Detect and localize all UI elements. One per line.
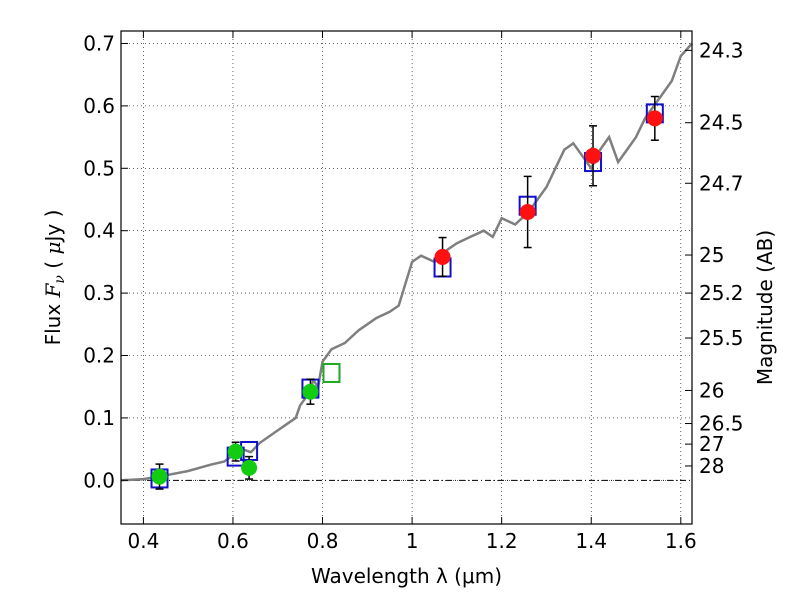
y-tick-label: 0.2 — [83, 344, 115, 368]
data-marks — [150, 95, 664, 490]
x-tick-label: 1.4 — [575, 529, 607, 553]
data-point — [227, 443, 244, 460]
x-tick-label: 1 — [406, 529, 419, 553]
model-spectrum-line — [120, 42, 693, 482]
y-axis-label-part: Flux — [41, 297, 65, 345]
y-axis-label-part: ν — [52, 275, 68, 284]
data-point — [434, 248, 451, 265]
ticks: 0.4 0.6 0.8 1 1.2 1.4 1.6 0.0 0.1 0.2 0.3 0.4 0.5 0.6… — [83, 31, 744, 553]
y-tick-label: 0.3 — [83, 281, 115, 305]
y-tick-label: 0.7 — [83, 31, 115, 55]
data-point — [302, 383, 319, 400]
y-axis-label-part: μ — [41, 242, 65, 255]
data-square-marker — [322, 362, 341, 383]
y2-tick-label: 26.5 — [699, 412, 744, 436]
y2-tick-label: 25.5 — [699, 326, 744, 350]
y2-tick-label: 24.3 — [699, 38, 744, 62]
x-tick-label: 0.4 — [127, 529, 159, 553]
y-tick-label: 0.6 — [83, 94, 115, 118]
y-tick-label: 0.4 — [83, 219, 115, 243]
y-tick-label: 0.5 — [83, 156, 115, 180]
x-tick-label: 1.6 — [665, 529, 697, 553]
y-axis-label: Flux Fν ( μJy ) — [41, 210, 68, 346]
y2-tick-label: 27 — [699, 432, 724, 456]
data-point — [585, 147, 602, 164]
x-axis-label: Wavelength λ (μm) — [311, 564, 502, 588]
x-tick-label: 0.8 — [307, 529, 339, 553]
x-tick-label: 0.6 — [217, 529, 249, 553]
y2-tick-label: 24.5 — [699, 111, 744, 135]
data-point — [646, 110, 663, 127]
data-point — [519, 203, 536, 220]
y2-axis-label: Magnitude (AB) — [753, 230, 777, 385]
y-axis-label-part: F — [41, 282, 65, 298]
plot-frame — [120, 30, 693, 525]
y2-tick-label: 25.2 — [699, 281, 744, 305]
y-tick-label: 0.0 — [83, 468, 115, 492]
y2-tick-label: 24.7 — [699, 171, 744, 195]
y-axis-label-part: Jy ) — [41, 210, 65, 244]
y-tick-label: 0.1 — [83, 406, 115, 430]
y2-tick-label: 28 — [699, 454, 724, 478]
x-tick-label: 1.2 — [486, 529, 518, 553]
y2-tick-label: 25 — [699, 243, 724, 267]
data-point — [241, 459, 258, 476]
y2-tick-label: 26 — [699, 378, 724, 402]
y-axis-label-part: ( — [41, 255, 65, 276]
data-square-marker — [322, 362, 341, 383]
data-point — [151, 468, 168, 485]
